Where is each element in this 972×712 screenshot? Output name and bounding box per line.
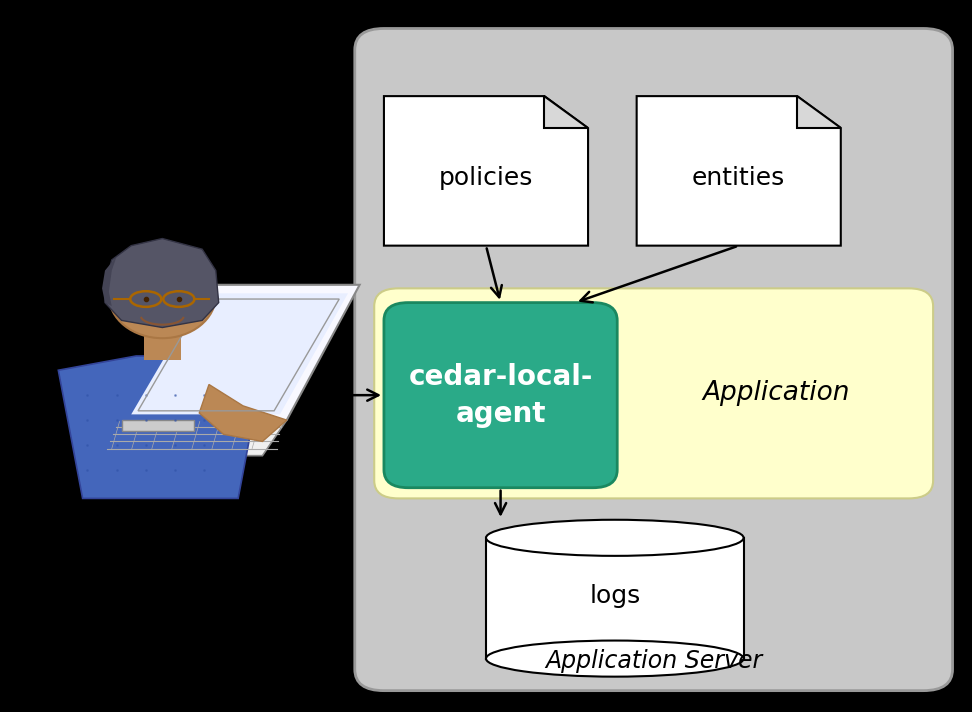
Polygon shape [797,96,841,128]
FancyBboxPatch shape [144,335,181,360]
Text: Application: Application [703,380,850,407]
Text: cedar-local-
agent: cedar-local- agent [408,362,593,428]
Polygon shape [58,356,262,498]
Text: policies: policies [438,166,534,190]
Ellipse shape [486,641,744,676]
FancyBboxPatch shape [374,288,933,498]
Polygon shape [131,293,348,414]
Ellipse shape [109,253,216,338]
Polygon shape [97,420,122,466]
Polygon shape [102,256,117,306]
Ellipse shape [486,520,744,556]
Text: entities: entities [692,166,785,190]
Polygon shape [122,285,360,420]
Polygon shape [97,420,287,456]
Bar [486,538,744,659]
Polygon shape [122,420,194,431]
Text: logs: logs [589,585,641,608]
FancyBboxPatch shape [384,303,617,488]
Polygon shape [637,96,841,246]
Polygon shape [105,239,219,328]
Polygon shape [199,384,287,441]
Text: Application Server: Application Server [545,649,762,673]
Polygon shape [384,96,588,246]
FancyBboxPatch shape [355,28,953,691]
Polygon shape [544,96,588,128]
